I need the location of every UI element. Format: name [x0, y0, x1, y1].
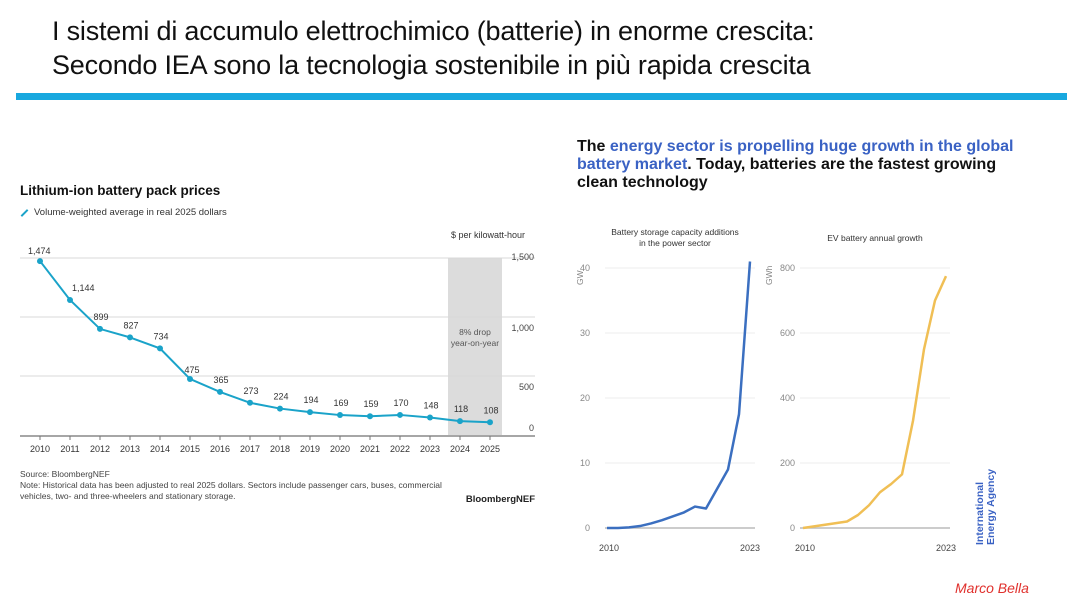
- x-tick-label: 2017: [240, 444, 260, 454]
- ev-x-tick-label: 2023: [936, 543, 956, 553]
- price-point: [67, 297, 73, 304]
- iea-headline: The energy sector is propelling huge gro…: [577, 138, 1017, 192]
- storage-chart-title-line-2: in the power sector: [639, 238, 711, 248]
- price-point: [157, 345, 163, 352]
- ev-x-tick-label: 2010: [795, 543, 815, 553]
- annotation-line-2: year-on-year: [451, 338, 499, 348]
- slide-title: I sistemi di accumulo elettrochimico (ba…: [52, 14, 815, 82]
- storage-y-unit: GW: [575, 270, 585, 285]
- price-point: [187, 375, 193, 382]
- author-name: Marco Bella: [955, 580, 1029, 596]
- price-data-label: 169: [333, 398, 348, 408]
- x-tick-label: 2013: [120, 444, 140, 454]
- price-data-label: 170: [393, 398, 408, 408]
- price-data-label: 734: [153, 331, 168, 341]
- price-chart-title: Lithium-ion battery pack prices: [20, 183, 221, 198]
- x-tick-label: 2021: [360, 444, 380, 454]
- price-point: [247, 399, 253, 406]
- headline-post: . Today, batteries are the fastest growi…: [577, 156, 997, 191]
- storage-y-tick-label: 30: [580, 328, 590, 338]
- ev-line: [802, 275, 948, 530]
- price-point: [127, 334, 133, 341]
- price-data-label: 273: [243, 386, 258, 396]
- storage-y-tick-label: 20: [580, 393, 590, 403]
- price-point: [217, 388, 223, 395]
- price-point: [367, 413, 373, 420]
- iea-logo-line-2: Energy Agency: [985, 468, 997, 545]
- price-data-label: 118: [454, 404, 468, 414]
- x-tick-label: 2012: [90, 444, 110, 454]
- x-tick-label: 2020: [330, 444, 350, 454]
- annotation-band: [448, 258, 502, 435]
- ev-y-unit: GWh: [764, 265, 774, 285]
- price-point: [277, 405, 283, 412]
- price-chart-legend-label: Volume-weighted average in real 2025 dol…: [34, 207, 227, 218]
- x-tick-label: 2011: [60, 444, 79, 454]
- storage-chart-title: Battery storage capacity additions in th…: [585, 227, 765, 249]
- storage-y-tick-label: 0: [585, 523, 590, 533]
- price-data-label: 224: [273, 392, 288, 402]
- price-chart-source: Source: BloombergNEF Note: Historical da…: [20, 469, 460, 502]
- x-tick-label: 2025: [480, 444, 500, 454]
- slide-title-line-2: Secondo IEA sono la tecnologia sostenibi…: [52, 50, 811, 80]
- price-data-label: 159: [363, 399, 378, 409]
- price-line: [39, 260, 491, 424]
- ev-y-tick-label: 200: [780, 458, 795, 468]
- slide-title-line-1: I sistemi di accumulo elettrochimico (ba…: [52, 16, 815, 46]
- price-data-label: 365: [213, 375, 228, 385]
- price-data-label: 108: [483, 405, 498, 415]
- price-point: [457, 418, 463, 425]
- x-tick-label: 2018: [270, 444, 290, 454]
- source-text: Source: BloombergNEF: [20, 469, 110, 479]
- price-point: [337, 412, 343, 419]
- price-data-label: 475: [184, 365, 199, 375]
- price-point: [397, 411, 403, 418]
- headline-highlight: energy sector is propelling huge growth …: [577, 138, 1014, 173]
- price-point: [427, 414, 433, 421]
- x-tick-label: 2016: [210, 444, 230, 454]
- storage-chart-title-line-1: Battery storage capacity additions: [611, 227, 739, 237]
- price-data-label: 194: [303, 395, 318, 405]
- price-data-label: 1,474: [28, 246, 51, 256]
- bloombergnef-logo: BloombergNEF: [465, 494, 535, 505]
- storage-line: [607, 261, 752, 530]
- price-chart-legend: Volume-weighted average in real 2025 dol…: [20, 207, 227, 218]
- price-data-label: 899: [93, 312, 108, 322]
- storage-y-tick-label: 40: [580, 263, 590, 273]
- headline-pre: The: [577, 138, 610, 155]
- price-point: [487, 419, 493, 426]
- ev-y-tick-label: 400: [780, 393, 795, 403]
- price-point: [97, 325, 103, 332]
- ev-y-tick-label: 600: [780, 328, 795, 338]
- price-data-label: 1,144: [72, 283, 95, 293]
- y-tick-label: 0: [529, 423, 534, 433]
- storage-x-tick-label: 2023: [740, 543, 760, 553]
- price-data-label: 148: [423, 401, 438, 411]
- y-tick-label: 1,000: [511, 323, 534, 333]
- price-chart-y-unit: $ per kilowatt-hour: [450, 230, 525, 240]
- ev-y-tick-label: 800: [780, 263, 795, 273]
- x-tick-label: 2019: [300, 444, 320, 454]
- note-text: Note: Historical data has been adjusted …: [20, 480, 442, 501]
- y-tick-label: 500: [519, 382, 534, 392]
- price-data-label: 827: [123, 320, 138, 330]
- ev-chart-title: EV battery annual growth: [827, 233, 923, 243]
- storage-x-tick-label: 2010: [599, 543, 619, 553]
- x-tick-label: 2023: [420, 444, 440, 454]
- y-tick-label: 1,500: [511, 252, 534, 262]
- x-tick-label: 2022: [390, 444, 410, 454]
- title-divider: [16, 93, 1067, 100]
- x-tick-label: 2010: [30, 444, 50, 454]
- ev-y-tick-label: 0: [790, 523, 795, 533]
- x-tick-label: 2014: [150, 444, 170, 454]
- price-point: [37, 258, 43, 265]
- x-tick-label: 2015: [180, 444, 200, 454]
- x-tick-label: 2024: [450, 444, 470, 454]
- annotation-line-1: 8% drop: [459, 327, 491, 337]
- storage-y-tick-label: 10: [580, 458, 590, 468]
- price-point: [307, 409, 313, 416]
- iea-logo: International Energy Agency: [974, 468, 997, 545]
